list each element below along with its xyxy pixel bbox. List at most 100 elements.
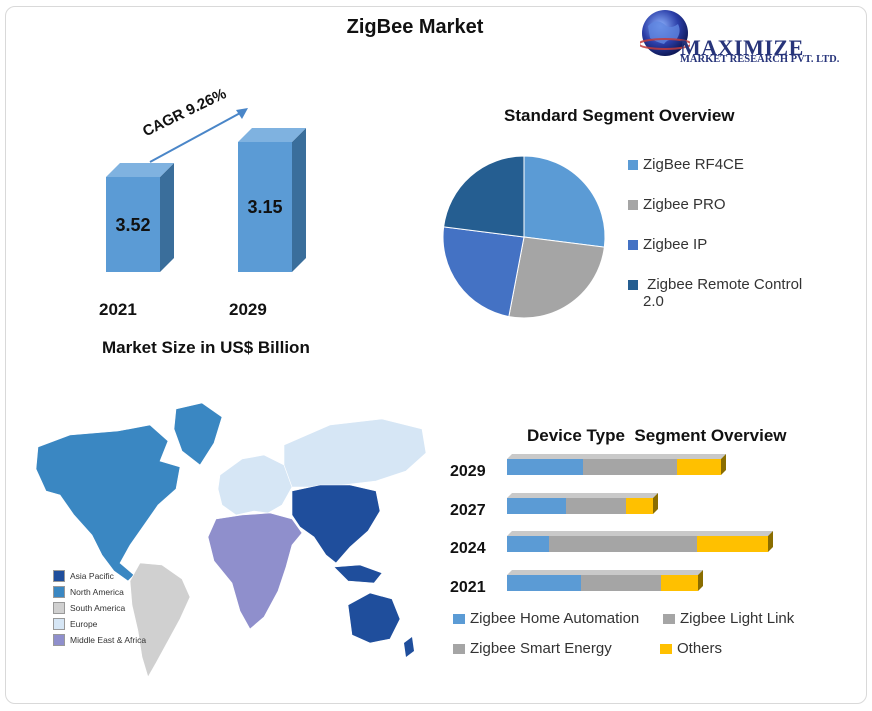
legend-swatch (628, 200, 638, 210)
map-legend-item: Asia Pacific (53, 570, 114, 582)
device-category-label: 2029 (450, 463, 486, 480)
legend-swatch (53, 586, 65, 598)
legend-swatch (628, 280, 638, 290)
pie-legend-item: ZigBee RF4CE (628, 156, 744, 173)
legend-label: Zigbee PRO (643, 196, 726, 213)
stacked-bar-segment (661, 575, 698, 591)
legend-swatch (453, 643, 465, 654)
legend-label: Europe (70, 619, 98, 629)
bar-top (238, 128, 306, 142)
legend-label: Asia Pacific (70, 571, 114, 581)
legend-swatch (53, 602, 65, 614)
device-category-label: 2021 (450, 579, 486, 596)
bar-side (292, 128, 306, 272)
logo-subtitle: MARKET RESEARCH PVT. LTD. (680, 54, 840, 65)
bar-top (507, 570, 703, 575)
bar-side (160, 163, 174, 272)
chart-caption: Market Size in US$ Billion (102, 338, 310, 357)
bar-side (768, 531, 773, 552)
legend-swatch (663, 613, 675, 624)
bar-top (507, 454, 726, 459)
logo-name: MAXIMIZE (680, 35, 804, 60)
map-region-europe (283, 418, 427, 488)
map-region-asia-pacific (291, 484, 381, 564)
legend-label: South America (70, 603, 126, 613)
pie-chart-title: Standard Segment Overview (504, 106, 735, 125)
bar-side (721, 454, 726, 475)
pie-slice (442, 226, 525, 318)
bar-category-label: 2029 (229, 300, 267, 319)
globe-logo-icon (640, 10, 690, 56)
legend-label: Zigbee Light Link (680, 610, 795, 627)
standard-segment-pie (442, 155, 606, 319)
legend-label: Middle East & Africa (70, 635, 147, 645)
device-legend-item: Others (660, 640, 722, 657)
legend-label: Zigbee Home Automation (470, 610, 640, 627)
legend-swatch (628, 240, 638, 250)
map-legend-item: North America (53, 586, 124, 598)
stacked-bar-segment (626, 498, 653, 514)
pie-slice (443, 155, 525, 238)
map-region-north-america (173, 402, 223, 466)
device-category-label: 2027 (450, 502, 486, 519)
bar-side (698, 570, 703, 591)
device-chart-title: Device Type Segment Overview (527, 426, 787, 445)
legend-swatch (628, 160, 638, 170)
stacked-bar-segment (566, 498, 626, 514)
device-category-label: 2024 (450, 540, 486, 557)
map-region-north-america (35, 424, 181, 582)
bar-value-label: 3.52 (115, 215, 151, 235)
bar (106, 177, 160, 272)
legend-swatch (53, 634, 65, 646)
map-legend-item: South America (53, 602, 125, 614)
device-legend-item: Zigbee Home Automation (453, 610, 639, 627)
pie-legend-item: Zigbee IP (628, 236, 707, 253)
legend-swatch (53, 570, 65, 582)
map-region-south-america (129, 562, 191, 678)
pie-legend-item: Zigbee PRO (628, 196, 726, 213)
bar-top (507, 493, 658, 498)
stacked-bar-segment (581, 575, 661, 591)
device-legend-item: Zigbee Light Link (663, 610, 794, 627)
stacked-bar-segment (677, 459, 721, 475)
device-legend-item: Zigbee Smart Energy (453, 640, 612, 657)
stacked-bar-segment (697, 536, 768, 552)
device-type-chart (507, 454, 773, 591)
map-region-asia-pacific (404, 637, 414, 657)
stacked-bar-segment (507, 459, 583, 475)
bar (238, 142, 292, 272)
map-region-asia-pacific (333, 564, 383, 584)
bar-value-label: 3.15 (247, 197, 283, 217)
cagr-arrow-head (236, 108, 248, 119)
bar-top (106, 163, 174, 177)
bar-category-label: 2021 (99, 300, 137, 319)
legend-label: ZigBee RF4CE (643, 156, 744, 173)
bar-side (653, 493, 658, 514)
legend-label: Zigbee IP (643, 236, 708, 253)
cagr-arrow (149, 111, 243, 163)
page-title: ZigBee Market (346, 16, 484, 38)
map-region-europe (217, 454, 293, 516)
legend-label: Zigbee Remote Control 2.0 (643, 276, 807, 310)
pie-legend-item: Zigbee Remote Control 2.0 (628, 276, 818, 310)
pie-slice (523, 155, 606, 248)
legend-label: Others (677, 640, 723, 657)
map-region-middle-east-africa (207, 512, 303, 630)
bar-top (507, 531, 773, 536)
legend-swatch (660, 643, 672, 654)
legend-label: North America (70, 587, 124, 597)
map-legend-item: Europe (53, 618, 97, 630)
stacked-bar-segment (507, 575, 581, 591)
map-region-asia-pacific (347, 592, 401, 644)
legend-label: Zigbee Smart Energy (470, 640, 612, 657)
stacked-bar-segment (507, 498, 566, 514)
stacked-bar-segment (507, 536, 549, 552)
stacked-bar-segment (583, 459, 677, 475)
stacked-bar-segment (549, 536, 697, 552)
world-map (35, 402, 427, 678)
map-legend-item: Middle East & Africa (53, 634, 146, 646)
legend-swatch (53, 618, 65, 630)
market-size-chart (106, 108, 306, 272)
legend-swatch (453, 613, 465, 624)
pie-slice (508, 236, 605, 319)
